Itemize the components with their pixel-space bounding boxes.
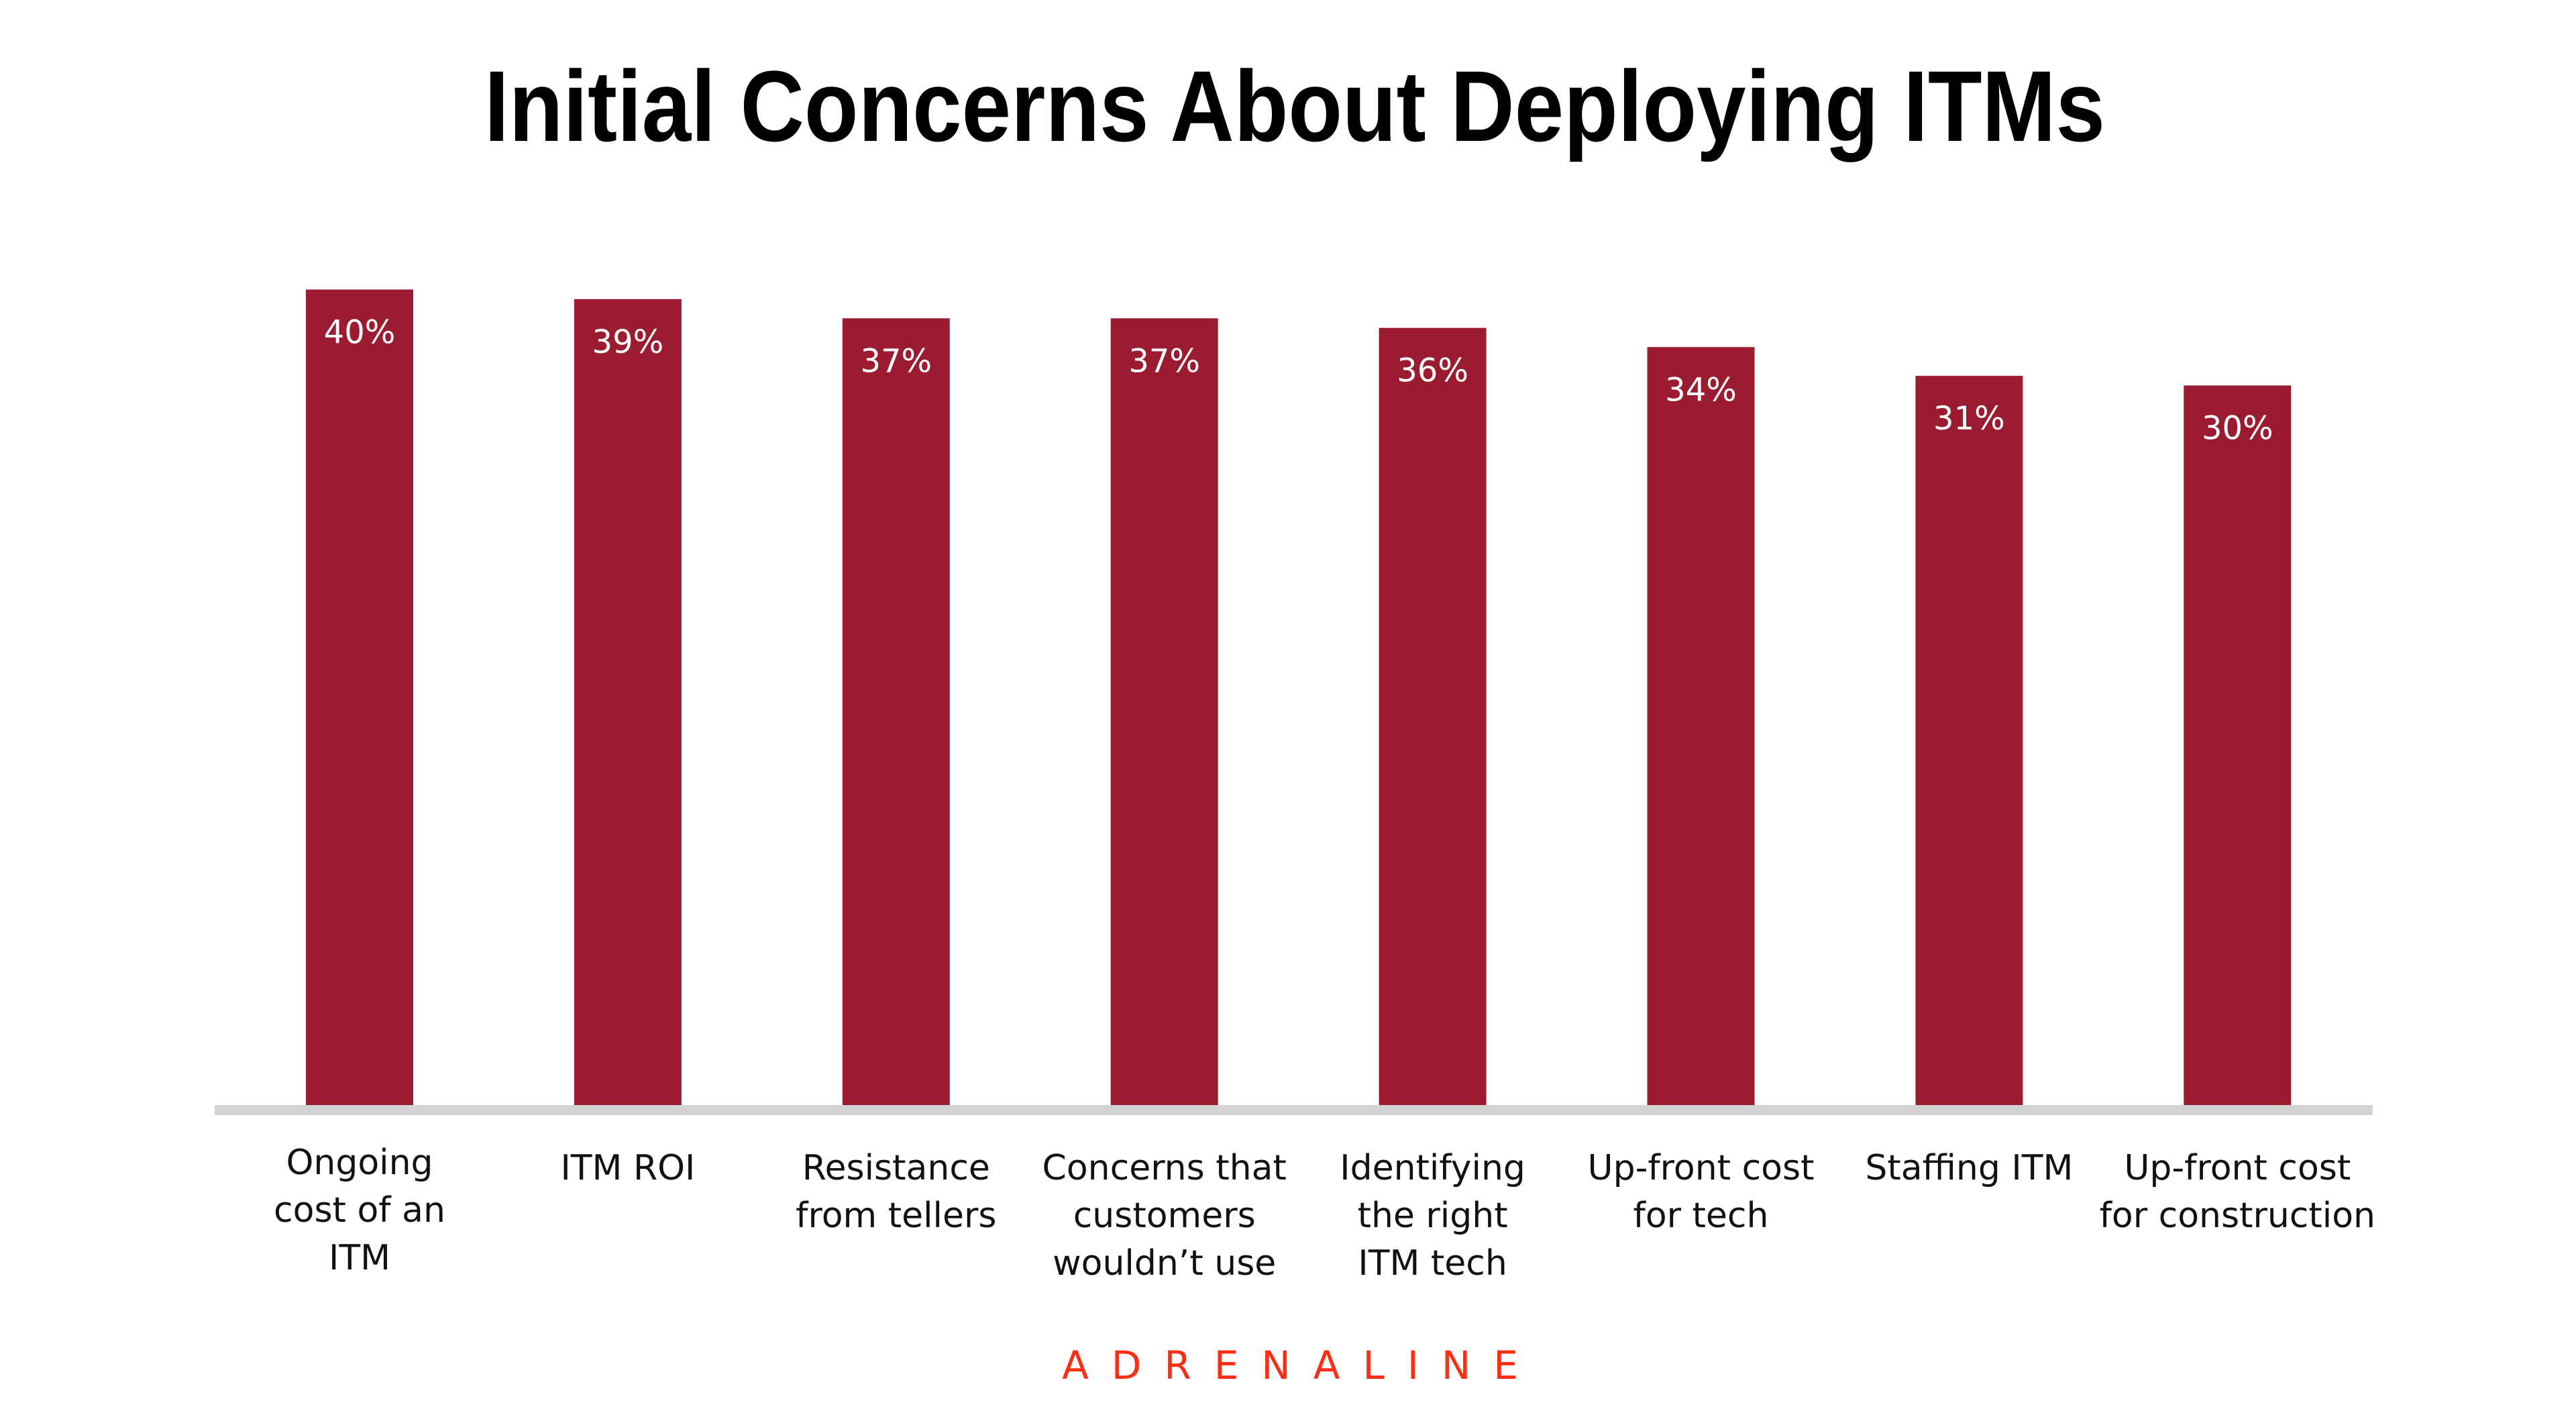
category-label: Ongoing (286, 1143, 433, 1183)
value-label: 39% (592, 323, 664, 361)
value-label: 30% (2202, 410, 2273, 448)
bar (306, 289, 413, 1105)
category-label: ITM ROI (560, 1148, 695, 1188)
category-label: the right (1358, 1196, 1508, 1236)
value-label: 37% (860, 342, 932, 380)
category-label: for construction (2100, 1196, 2375, 1236)
category-label: Up-front cost (2124, 1148, 2351, 1188)
category-label: Resistance (802, 1148, 990, 1188)
category-label: cost of an (274, 1190, 445, 1231)
bar (842, 318, 950, 1105)
category-label: Staffing ITM (1865, 1148, 2073, 1188)
value-label: 34% (1665, 371, 1737, 409)
bars-group: 40% 39% 37% 37% 36% 34% 31% 30% (306, 289, 2292, 1106)
x-axis-line (215, 1105, 2373, 1115)
category-label: wouldn’t use (1053, 1243, 1276, 1284)
category-label: ITM (329, 1238, 390, 1278)
value-label: 40% (324, 314, 396, 352)
bar (1647, 347, 1755, 1105)
bar (1110, 318, 1218, 1105)
category-label: Concerns that (1042, 1148, 1287, 1188)
value-label: 36% (1397, 352, 1468, 390)
category-label: customers (1073, 1196, 1256, 1236)
bar (1915, 376, 2023, 1106)
bar (1379, 327, 1487, 1106)
adrenaline-logo: ADRENALINE (1062, 1343, 1541, 1388)
category-label: from tellers (796, 1196, 996, 1236)
category-label: Identifying (1340, 1148, 1525, 1188)
category-labels: Ongoing cost of an ITM ITM ROI Resistance fro… (274, 1143, 2375, 1284)
chart-title: Initial Concerns About Deploying ITMs (484, 50, 2105, 162)
category-label: Up-front cost (1588, 1148, 1815, 1188)
value-label: 31% (1933, 400, 2005, 437)
category-label: ITM tech (1358, 1243, 1507, 1284)
category-label: for tech (1633, 1196, 1769, 1236)
bar (2184, 385, 2292, 1105)
bar (574, 299, 682, 1105)
value-label: 37% (1128, 342, 1200, 380)
